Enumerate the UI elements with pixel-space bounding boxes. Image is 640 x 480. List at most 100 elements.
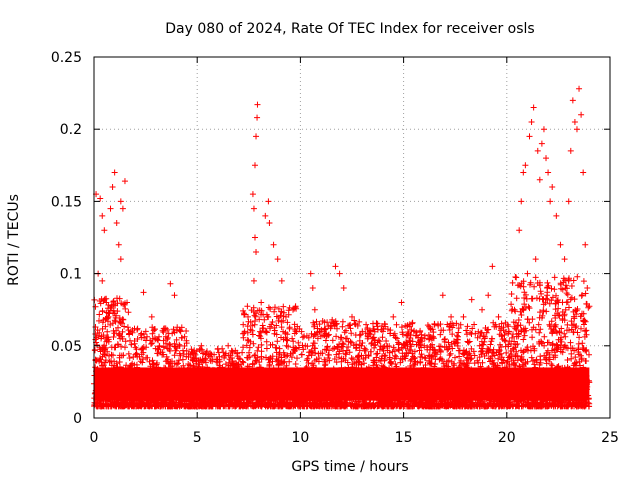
data-point bbox=[148, 313, 155, 320]
data-point bbox=[524, 270, 531, 277]
data-point bbox=[520, 169, 527, 176]
data-point bbox=[528, 118, 535, 125]
data-point bbox=[336, 270, 343, 277]
data-point bbox=[516, 227, 523, 234]
tick-layer: 0 5 10 15 20 25 0 0.05 0.1 0.15 0.2 0.25 bbox=[51, 50, 619, 446]
data-point bbox=[278, 277, 285, 284]
data-point bbox=[439, 292, 446, 299]
data-point bbox=[547, 198, 554, 205]
data-point bbox=[97, 195, 104, 202]
data-point bbox=[332, 263, 339, 270]
data-point bbox=[573, 126, 580, 133]
y-tick-label: 0.2 bbox=[60, 122, 82, 138]
y-tick-label: 0.1 bbox=[60, 267, 82, 283]
data-point bbox=[534, 147, 541, 154]
data-point bbox=[117, 256, 124, 263]
data-point bbox=[121, 178, 128, 185]
x-tick-label: 5 bbox=[193, 430, 202, 446]
data-point bbox=[289, 335, 296, 342]
data-point bbox=[262, 212, 269, 219]
data-point bbox=[171, 292, 178, 299]
data-point bbox=[379, 328, 386, 335]
data-point bbox=[421, 342, 428, 349]
data-point bbox=[266, 220, 273, 227]
data-point bbox=[265, 198, 272, 205]
data-point bbox=[309, 285, 316, 292]
data-point bbox=[251, 234, 258, 241]
data-point bbox=[340, 285, 347, 292]
data-point bbox=[578, 111, 585, 118]
data-point bbox=[398, 299, 405, 306]
data-point bbox=[101, 227, 108, 234]
saturated-band bbox=[94, 367, 590, 401]
data-point bbox=[460, 313, 467, 320]
data-point bbox=[553, 212, 560, 219]
data-point bbox=[214, 345, 221, 352]
data-point bbox=[105, 313, 112, 320]
data-point bbox=[119, 205, 126, 212]
data-point bbox=[250, 277, 257, 284]
data-point bbox=[99, 212, 106, 219]
data-point bbox=[468, 296, 475, 303]
data-point bbox=[307, 270, 314, 277]
data-point bbox=[584, 285, 591, 292]
data-point bbox=[489, 263, 496, 270]
data-point bbox=[526, 133, 533, 140]
data-point bbox=[253, 133, 260, 140]
data-point bbox=[522, 162, 529, 169]
data-point bbox=[557, 241, 564, 248]
data-point bbox=[561, 256, 568, 263]
x-tick-label: 0 bbox=[90, 430, 99, 446]
data-point bbox=[107, 205, 114, 212]
data-point bbox=[253, 248, 260, 255]
data-point bbox=[576, 85, 583, 92]
data-point bbox=[565, 198, 572, 205]
data-point bbox=[485, 292, 492, 299]
data-point bbox=[536, 176, 543, 183]
y-axis-label: ROTI / TECUs bbox=[6, 194, 22, 286]
data-point bbox=[580, 169, 587, 176]
data-point bbox=[538, 140, 545, 147]
data-point bbox=[225, 342, 232, 349]
data-point bbox=[198, 342, 205, 349]
data-point bbox=[115, 241, 122, 248]
data-point bbox=[177, 328, 184, 335]
data-point bbox=[582, 241, 589, 248]
x-tick-label: 15 bbox=[395, 430, 413, 446]
data-point bbox=[251, 162, 258, 169]
data-point bbox=[495, 313, 502, 320]
x-axis-label: GPS time / hours bbox=[291, 459, 408, 475]
data-point bbox=[369, 335, 376, 342]
data-point bbox=[390, 313, 397, 320]
y-tick-label: 0.15 bbox=[51, 194, 82, 210]
x-tick-label: 25 bbox=[601, 430, 619, 446]
y-tick-label: 0 bbox=[73, 411, 82, 427]
data-point bbox=[349, 313, 355, 320]
chart-title: Day 080 of 2024, Rate Of TEC Index for r… bbox=[165, 21, 534, 37]
data-point bbox=[99, 277, 106, 284]
background-noise-points bbox=[91, 273, 593, 410]
data-point bbox=[254, 114, 261, 121]
data-point bbox=[479, 306, 486, 313]
data-point bbox=[109, 183, 116, 190]
data-point bbox=[549, 183, 556, 190]
data-point bbox=[113, 220, 120, 227]
y-tick-label: 0.05 bbox=[51, 339, 82, 355]
data-point bbox=[258, 299, 265, 306]
data-point bbox=[167, 280, 174, 287]
data-point bbox=[540, 126, 547, 133]
data-point bbox=[318, 328, 325, 335]
data-point bbox=[241, 328, 248, 335]
data-points bbox=[93, 85, 591, 352]
data-point bbox=[555, 299, 562, 306]
data-point bbox=[518, 198, 525, 205]
x-tick-label: 10 bbox=[291, 430, 309, 446]
data-point bbox=[543, 155, 550, 162]
data-point bbox=[565, 277, 572, 284]
data-point bbox=[117, 198, 124, 205]
data-point bbox=[282, 313, 289, 320]
data-point bbox=[254, 101, 261, 108]
data-point bbox=[505, 328, 512, 335]
data-point bbox=[359, 328, 366, 335]
